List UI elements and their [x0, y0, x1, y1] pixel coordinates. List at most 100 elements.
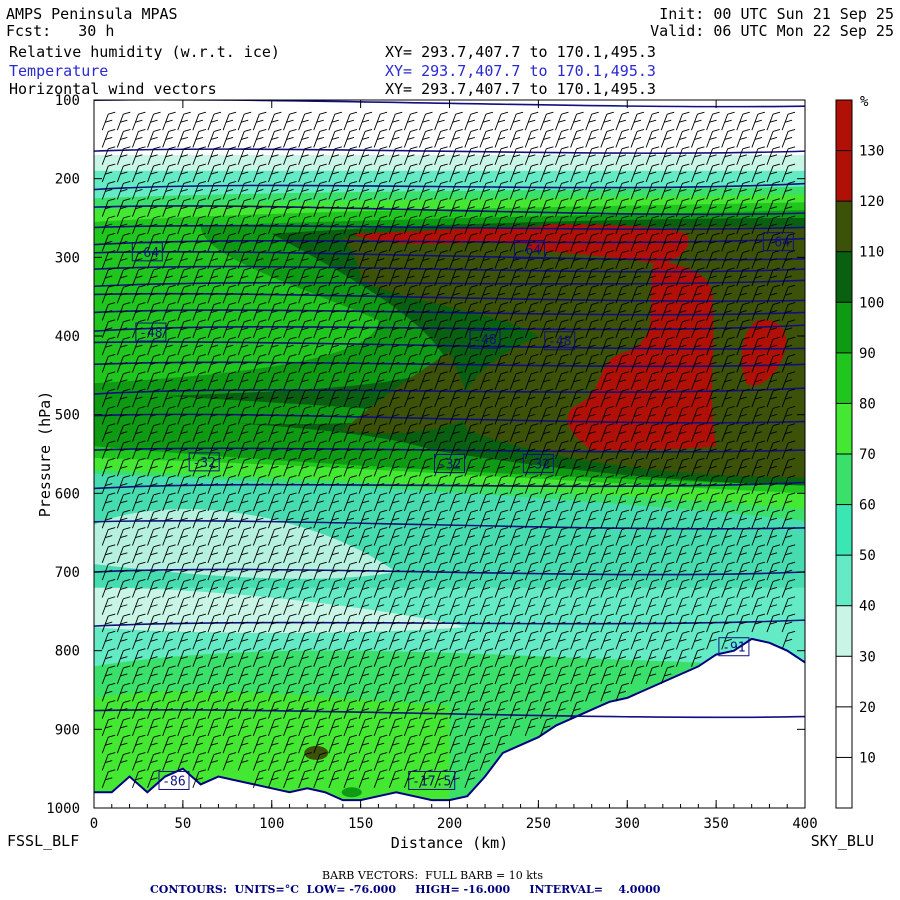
wind-barb: [600, 215, 614, 235]
wind-barb: [373, 163, 388, 183]
wind-barb: [781, 198, 796, 217]
wind-barb: [660, 579, 675, 598]
wind-barb: [267, 284, 282, 304]
wind-barb: [675, 561, 690, 581]
wind-barb: [132, 163, 146, 183]
wind-barb: [479, 734, 494, 754]
wind-barb: [147, 440, 161, 460]
wind-barb: [449, 579, 463, 598]
wind-barb: [766, 371, 781, 390]
wind-barb: [570, 630, 584, 650]
wind-barb: [252, 509, 267, 529]
wind-barb: [630, 371, 645, 390]
wind-barb: [434, 336, 448, 356]
contour-label-text: -48: [139, 326, 162, 341]
wind-barb: [388, 630, 403, 650]
wind-barb: [147, 752, 161, 771]
wind-barb: [298, 232, 312, 252]
wind-barb: [524, 630, 539, 650]
wind-barb: [403, 717, 418, 737]
wind-barb: [237, 336, 252, 356]
wind-barb: [343, 509, 358, 529]
wind-barb: [252, 648, 267, 667]
wind-barb: [494, 371, 509, 390]
wind-barb: [162, 648, 176, 667]
wind-barb: [524, 492, 539, 512]
wind-barb: [615, 354, 630, 373]
wind-barb: [177, 475, 191, 494]
wind-barb: [751, 440, 766, 460]
wind-barb: [343, 700, 358, 719]
wind-barb: [283, 665, 297, 685]
wind-barb: [630, 319, 645, 338]
wind-barb: [132, 509, 146, 529]
wind-barb: [252, 405, 267, 425]
wind-barb: [751, 284, 766, 304]
y-tick-label: 200: [55, 172, 80, 188]
wind-barb: [539, 250, 554, 269]
wind-barb: [419, 267, 433, 287]
wind-barb: [101, 613, 116, 633]
wind-barb: [630, 146, 645, 165]
wind-barb: [328, 665, 342, 685]
wind-barb: [751, 423, 766, 442]
wind-barb: [237, 596, 252, 615]
wind-barb: [177, 527, 191, 546]
wind-barb: [388, 371, 403, 390]
wind-barb: [509, 492, 524, 512]
wind-barb: [494, 423, 509, 442]
wind-barb: [479, 354, 494, 373]
wind-barb: [479, 527, 494, 546]
wind-barb: [147, 682, 161, 702]
wind-barb: [358, 457, 373, 477]
wind-barb: [177, 336, 191, 356]
wind-barb: [252, 700, 267, 719]
wind-barb: [388, 180, 403, 200]
wind-barb: [283, 509, 297, 529]
contour-label-text: -91: [722, 641, 745, 656]
wind-barb: [116, 440, 131, 460]
wind-barb: [449, 630, 463, 650]
wind-barb: [132, 475, 146, 494]
wind-barb: [660, 198, 675, 217]
wind-barb: [419, 700, 433, 719]
wind-barb: [343, 319, 358, 338]
wind-barb: [494, 440, 509, 460]
wind-barb: [267, 111, 282, 131]
wind-barb: [721, 336, 735, 356]
wind-barb: [162, 284, 176, 304]
wind-barb: [403, 682, 418, 702]
wind-barb: [267, 527, 282, 546]
wind-barb: [343, 423, 358, 442]
wind-barb: [328, 630, 342, 650]
wind-barb: [736, 423, 750, 442]
wind-barb: [373, 475, 388, 494]
wind-barb: [600, 267, 614, 287]
wind-barb: [343, 769, 358, 788]
wind-barb: [585, 527, 599, 546]
wind-barb: [751, 111, 766, 131]
wind-barb: [434, 146, 448, 165]
wind-barb: [464, 717, 478, 737]
wind-barb: [419, 544, 433, 563]
wind-barb: [600, 111, 614, 131]
wind-barb: [570, 371, 584, 390]
wind-barb: [116, 215, 131, 235]
wind-barb: [766, 215, 781, 235]
wind-barb: [162, 457, 176, 477]
wind-barb: [388, 284, 403, 304]
wind-barb: [464, 388, 478, 408]
wind-barb: [222, 250, 237, 269]
colorbar-tick-label: 90: [859, 346, 876, 362]
wind-barb: [162, 302, 176, 321]
wind-barb: [328, 509, 342, 529]
wind-barb: [524, 579, 539, 598]
wind-barb: [283, 682, 297, 702]
wind-barb: [555, 475, 569, 494]
wind-barb: [600, 198, 614, 217]
temperature-isotherm: [94, 265, 805, 273]
wind-barb: [494, 163, 509, 183]
wind-barb: [539, 492, 554, 512]
wind-barb: [192, 180, 206, 200]
